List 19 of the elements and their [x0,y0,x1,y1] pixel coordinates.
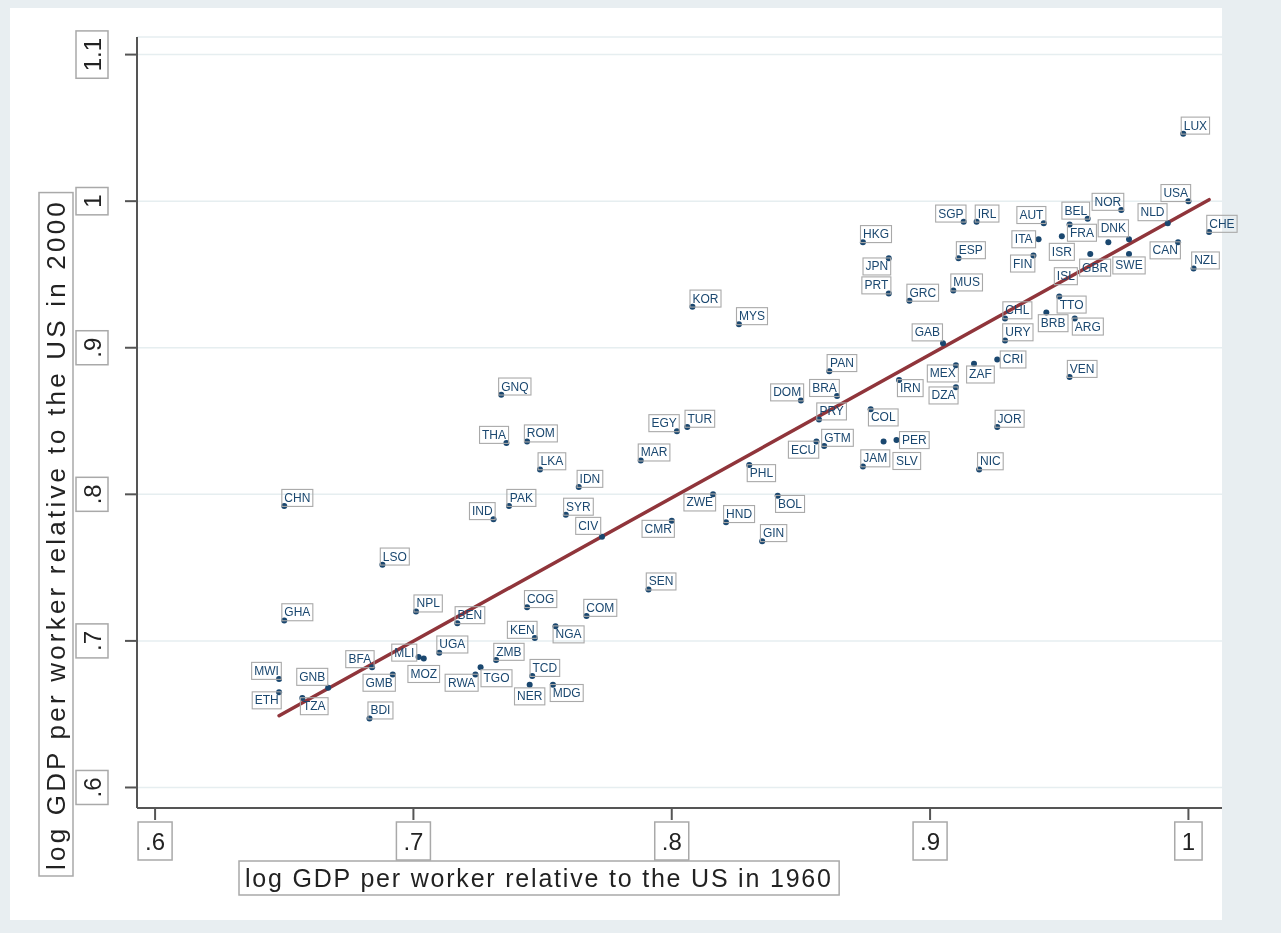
x-tick-label: .7 [403,827,424,855]
x-tick-label: .9 [920,827,941,855]
y-tick-label: .6 [78,777,106,798]
x-tick-label: 1 [1181,827,1196,855]
x-tick-label: .6 [145,827,166,855]
x-tick-label: .8 [661,827,682,855]
data-label: PAN [830,356,854,371]
data-label: ITA [1014,232,1033,247]
y-tick-label: 1.1 [78,37,106,72]
y-tick-label: 1 [78,194,106,208]
data-label: GAB [914,325,940,340]
y-tick-label: .8 [78,484,106,505]
y-tick-label: .9 [78,337,106,358]
x-axis-title: log GDP per worker relative to the US in 1960 [245,864,833,892]
data-label: MUS [953,275,980,290]
data-label: DNK [1100,221,1126,236]
y-axis-title: log GDP per worker relative to the US in 2000 [41,198,71,870]
y-tick-label: .7 [78,630,106,651]
data-label: PAK [509,490,533,505]
